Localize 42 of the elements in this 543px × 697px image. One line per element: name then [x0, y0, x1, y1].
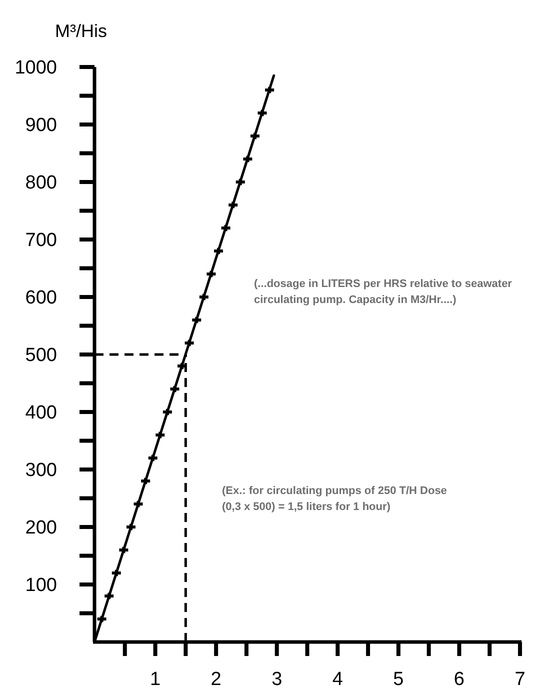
- y-tick-label: 100: [25, 575, 57, 596]
- y-tick-label: 900: [25, 115, 57, 136]
- point: [234, 177, 246, 187]
- x-tick-label: 5: [393, 669, 404, 690]
- point: [264, 85, 276, 95]
- point: [190, 315, 203, 325]
- point: [205, 269, 218, 279]
- point: [103, 591, 116, 601]
- point: [198, 292, 210, 302]
- y-tick-label: 800: [25, 172, 57, 194]
- point: [168, 384, 181, 394]
- point: [183, 338, 196, 348]
- x-tick-label: 7: [514, 669, 526, 690]
- point: [242, 154, 254, 164]
- y-axis-title: M³/His: [55, 21, 107, 41]
- y-tick-label: 400: [25, 402, 57, 424]
- x-tick-label: 6: [454, 669, 465, 690]
- point: [96, 614, 108, 624]
- point: [110, 568, 122, 578]
- y-tick-label: 700: [25, 230, 57, 252]
- point: [248, 131, 261, 141]
- y-tick-label: 300: [25, 460, 57, 482]
- point: [256, 108, 268, 118]
- x-tick-label: 2: [210, 669, 222, 690]
- annotation: (...dosage in LITERS per HRS relative to seawater circulating pump. Capacity in M3/Hr....): [254, 278, 513, 306]
- x-tick-label: 3: [272, 669, 282, 690]
- point: [227, 200, 240, 210]
- point: [220, 223, 232, 233]
- annotation: (Ex.: for circulating pumps of 250 T/H Dose (0,3 x 500) = 1,5 liters for 1 hour): [222, 485, 447, 513]
- point: [161, 407, 174, 417]
- y-tick-label: 600: [25, 288, 57, 309]
- point: [124, 522, 137, 532]
- y-tick-label: 1000: [14, 58, 57, 79]
- point: [146, 453, 159, 463]
- point: [118, 545, 130, 555]
- y-tick-label: 200: [25, 518, 57, 539]
- x-tick-label: 1: [150, 669, 161, 690]
- point: [140, 476, 152, 486]
- x-tick-label: 4: [332, 669, 344, 690]
- point: [132, 499, 144, 509]
- point: [154, 430, 166, 440]
- y-tick-label: 500: [25, 345, 57, 366]
